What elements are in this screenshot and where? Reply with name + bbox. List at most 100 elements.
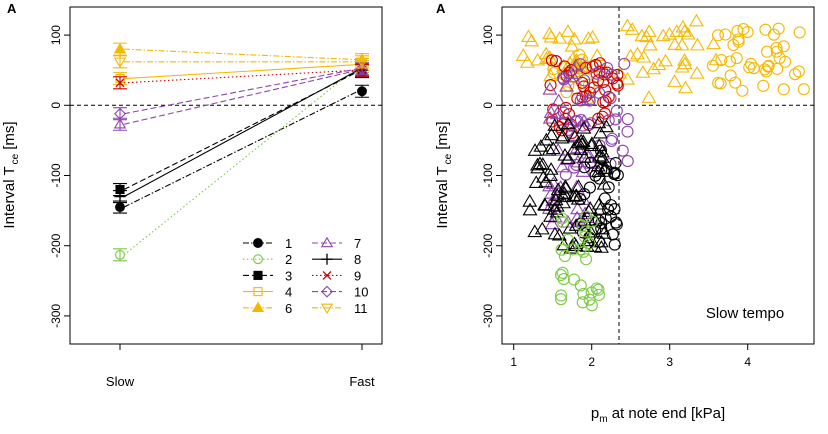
scatter-point-yellow-triangles-left [524, 33, 540, 47]
scatter-point-yellow-circles-right [743, 61, 756, 74]
scatter-point-yellow-circles-right [767, 28, 781, 41]
scatter-point-yellow-triangles-left [515, 48, 531, 61]
scatter-point-green-circles [557, 273, 570, 286]
data-point-1 [357, 86, 367, 97]
scatter-point-green-circles [555, 243, 568, 256]
left-ylabel-main: Interval T [1, 166, 18, 228]
scatter-point-green-circles [578, 230, 591, 243]
scatter-point-black-triangles [543, 168, 559, 181]
scatter-point-black-triangles [543, 162, 559, 175]
series-line-6 [123, 48, 359, 61]
scatter-point-yellow-circles-right [732, 35, 745, 48]
scatter-point-yellow-circles-right [711, 29, 725, 42]
scatter-point-yellow-circles-left [547, 63, 560, 76]
scatter-point-red-circles [545, 54, 558, 67]
legend-label-6: 6 [285, 301, 292, 316]
scatter-point-red-circles [611, 79, 624, 92]
scatter-cluster-black-circles [574, 144, 624, 251]
scatter-point-yellow-triangles-right [662, 26, 677, 40]
right-panel: A -300 -200 -100 0 100 1 2 3 4 Interval T ce [ms]… [434, 1, 815, 425]
scatter-point-black-triangles [556, 189, 572, 203]
scatter-point-purple-triangles [547, 209, 563, 223]
scatter-cluster-green-circles [554, 210, 605, 312]
scatter-point-green-circles [576, 219, 589, 232]
scatter-point-yellow-triangles-right [674, 37, 690, 51]
scatter-point-black-circles [593, 172, 606, 185]
scatter-point-black-triangles [530, 160, 546, 174]
scatter-point-yellow-triangles-right [674, 59, 690, 73]
scatter-point-purple-circles [616, 144, 629, 157]
series-line-7 [123, 69, 359, 125]
scatter-point-purple-circles [621, 155, 634, 168]
series-4 [113, 58, 369, 86]
scatter-point-black-triangles [592, 125, 608, 139]
scatter-point-black-circles [608, 203, 621, 216]
scatter-point-black-circles [610, 218, 623, 231]
left-y-tick-label: -300 [49, 304, 63, 328]
scatter-point-yellow-circles-right [731, 24, 744, 38]
scatter-point-black-circles [608, 238, 621, 251]
scatter-point-green-circles [579, 225, 592, 238]
scatter-point-yellow-triangles-right [634, 28, 650, 42]
scatter-point-yellow-triangles-right [689, 65, 705, 79]
scatter-point-purple-triangles [551, 93, 567, 107]
scatter-point-black-circles [608, 167, 621, 181]
scatter-point-yellow-triangles-right [675, 19, 691, 33]
scatter-point-yellow-triangles-left [530, 52, 546, 66]
scatter-point-purple-circles [606, 132, 619, 145]
scatter-point-yellow-triangles-right [619, 18, 635, 32]
left-ylabel-sub: ce [10, 153, 21, 164]
scatter-point-black-triangles [549, 188, 565, 201]
right-y-tick-label: -100 [481, 163, 495, 187]
scatter-point-black-triangles [560, 116, 576, 130]
scatter-point-purple-triangles [542, 81, 558, 95]
scatter-point-yellow-triangles-left [556, 65, 572, 79]
scatter-point-yellow-triangles-left [542, 26, 558, 40]
scatter-point-black-triangles [541, 142, 557, 156]
scatter-point-black-triangles [535, 157, 551, 170]
scatter-point-black-circles [594, 144, 608, 157]
scatter-point-purple-triangles [569, 140, 585, 154]
scatter-point-black-triangles [557, 147, 573, 161]
series-8 [113, 63, 369, 204]
right-y-tick-label: 0 [481, 102, 495, 109]
scatter-point-yellow-circles-right [777, 83, 790, 96]
scatter-point-yellow-circles-right [741, 25, 754, 39]
scatter-point-black-triangles [528, 175, 544, 188]
scatter-point-black-triangles [549, 198, 565, 212]
scatter-point-black-triangles [534, 221, 550, 235]
scatter-point-black-triangles [551, 227, 567, 241]
scatter-point-purple-circles [559, 168, 572, 181]
data-point-9 [115, 78, 125, 88]
scatter-point-yellow-triangles-left [543, 68, 559, 82]
data-point-11 [355, 57, 369, 69]
right-plot-area [502, 7, 814, 344]
scatter-point-yellow-triangles-right [620, 71, 635, 85]
legend-item-8: 8 [312, 252, 361, 267]
scatter-point-black-circles [584, 156, 597, 169]
scatter-point-purple-triangles [568, 58, 584, 72]
scatter-point-yellow-triangles-right [667, 37, 683, 50]
scatter-point-black-circles [593, 235, 606, 248]
scatter-point-purple-circles [590, 67, 603, 80]
legend-item-4: 4 [243, 285, 292, 300]
scatter-point-black-triangles [544, 127, 559, 141]
scatter-point-green-circles [577, 287, 590, 300]
scatter-cluster-black-triangles [522, 115, 614, 254]
right-ylabel-sub: ce [443, 153, 454, 164]
right-xlabel-main: p [591, 405, 599, 422]
scatter-point-yellow-circles-right [792, 65, 805, 78]
legend-label-9: 9 [354, 268, 361, 283]
legend-label-2: 2 [285, 252, 292, 267]
scatter-point-purple-circles [601, 61, 614, 75]
scatter-point-yellow-triangles-left [539, 51, 554, 65]
scatter-point-yellow-circles-right [788, 68, 802, 81]
data-point-1 [115, 202, 125, 213]
right-ylabel-main: Interval T [434, 166, 451, 228]
scatter-point-yellow-circles-right [760, 65, 773, 78]
right-y-axis-title: Interval T ce [ms] [434, 121, 454, 228]
scatter-point-purple-triangles [559, 78, 575, 92]
scatter-point-yellow-circles-right [736, 84, 749, 97]
scatter-point-black-triangles [576, 120, 592, 134]
